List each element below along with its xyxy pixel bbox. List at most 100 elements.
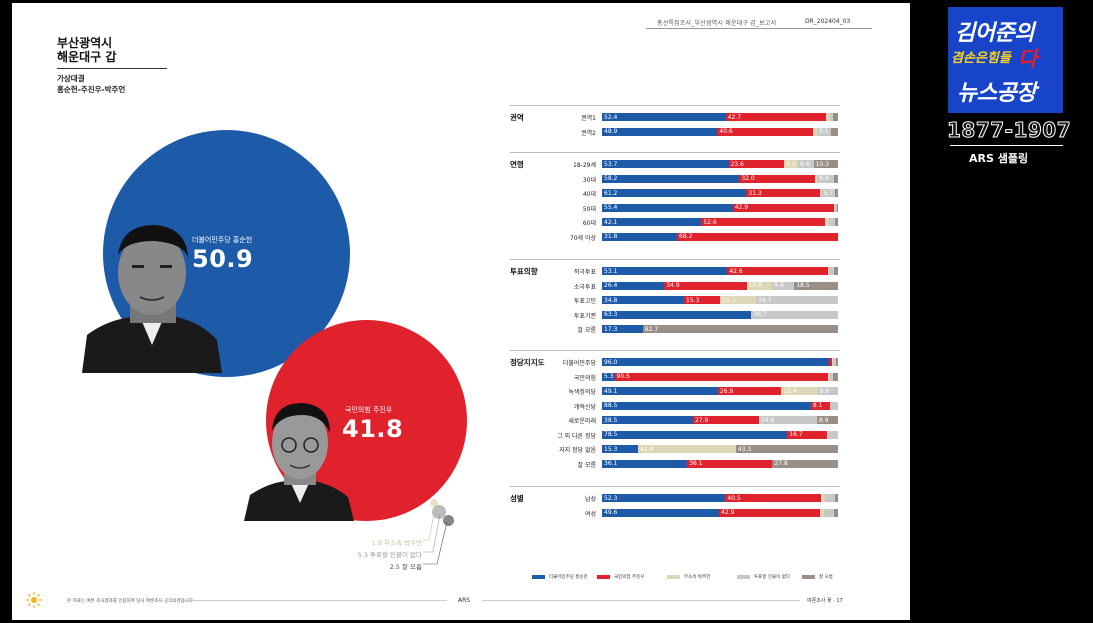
ars-phone-sub: ARS 샘플링: [969, 152, 1029, 165]
row-label: 개혁신당: [573, 403, 596, 411]
bar-segment: [829, 372, 834, 381]
bar-row: 36.1 36.1 27.8: [602, 459, 838, 468]
bar-segment: 17.3: [602, 325, 643, 333]
bar-row: 26.4 34.9 10.8 9.4 18.5: [602, 281, 838, 290]
legend-label: 잘 모름: [819, 575, 833, 580]
bar-segment: 36.1: [687, 459, 773, 468]
bar-segment: 24.6: [758, 416, 817, 424]
bar-segment: [820, 508, 825, 517]
footer-note: 본 자료는 여론 조사결과를 인용하여 당사 여론조사 공식의견입니다: [67, 599, 193, 604]
bar-segment: 5.3: [602, 372, 615, 381]
segment-value: 52.6: [703, 218, 717, 226]
segment-value: 23.6: [730, 160, 744, 168]
bar-segment: [828, 372, 830, 381]
bar-segment: 15.3: [602, 445, 639, 453]
bar-segment: 42.9: [719, 508, 821, 517]
bar-segment: [813, 127, 817, 136]
legend-item: 잘 모름: [802, 574, 833, 580]
legend-item: 국민의힘 주진우: [597, 574, 644, 580]
bar-segment: 88.5: [602, 401, 811, 410]
bar-row: 53.7 23.6 5.9 6.6 10.3: [602, 160, 838, 168]
group-rule: [510, 259, 840, 260]
bar-segment: 41.4: [638, 445, 736, 453]
legend-item: 투표할 인물이 없다: [737, 574, 790, 580]
row-label: 50대: [582, 205, 596, 213]
segment-value: 52.3: [604, 494, 618, 502]
segment-value: 82.7: [644, 325, 659, 333]
bar-segment: 96.0: [602, 358, 829, 366]
row-label: 투표고민: [573, 298, 596, 305]
bar-segment: 8.1: [810, 401, 830, 410]
segment-value: 27.8: [774, 460, 788, 467]
bar-row: 96.0: [602, 358, 838, 366]
bar-segment: 82.7: [642, 325, 838, 333]
bar-segment: 34.9: [664, 281, 747, 290]
row-label: 적극투표: [573, 269, 596, 276]
ars-phone-number: 1877-1907: [946, 118, 1072, 143]
bar-segment: [826, 430, 838, 439]
segment-value: 43.3: [737, 445, 752, 453]
row-label: 70세 이상: [569, 234, 596, 242]
segment-value: 31.3: [748, 189, 762, 197]
segment-value: 34.7: [758, 296, 772, 304]
bar-segment: [829, 267, 835, 275]
bar-segment: [834, 203, 838, 212]
row-label: 국민의힘: [573, 374, 596, 382]
segment-value: 26.9: [719, 387, 734, 395]
segment-value: 53.1: [604, 267, 618, 275]
candidate-b-photo: [244, 391, 354, 521]
bar-row: 34.8 15.3 15.3 34.7: [602, 296, 838, 304]
bar-segment: [820, 189, 822, 197]
bar-segment: [825, 218, 830, 226]
segment-value: 10.3: [815, 160, 830, 168]
row-label: 그 외 다른 정당: [557, 432, 596, 440]
segment-value: 15.3: [686, 296, 700, 304]
matchup-line2: 홍순헌-주진우-박주언: [57, 85, 126, 94]
bar-segment: [827, 267, 830, 275]
segment-value: 24.6: [760, 416, 775, 424]
footer-rule-right: [482, 600, 800, 601]
bar-row: 88.5 8.1: [602, 401, 838, 410]
group-rule: [510, 105, 840, 106]
bar-segment: [821, 494, 825, 502]
bar-row: 48.9 40.6 6.1: [602, 127, 838, 136]
bar-segment: [830, 113, 833, 121]
report-code: DR_202404_03: [805, 18, 851, 25]
segment-value: 34.8: [604, 296, 618, 304]
segment-value: 55.4: [604, 204, 618, 211]
segment-value: 40.6: [719, 128, 733, 135]
legend-label: 무소속 박주언: [684, 575, 711, 580]
bar-row: 49.6 42.9: [602, 508, 838, 517]
bar-row: 78.5 16.7: [602, 430, 838, 439]
bar-segment: 6.9: [817, 174, 834, 183]
sun-logo-icon: [25, 591, 43, 609]
row-label: 18-29세: [573, 162, 596, 169]
bar-row: 38.5 27.9 24.6 8.9: [602, 416, 838, 424]
bar-segment: 61.2: [602, 189, 747, 197]
bar-segment: [833, 508, 838, 517]
bar-segment: 78.5: [602, 430, 788, 439]
bar-segment: 49.1: [602, 387, 718, 395]
bar-segment: 43.3: [735, 445, 838, 453]
bar-row: 5.3 90.5: [602, 372, 838, 381]
leader-lines: [423, 508, 448, 565]
segment-value: 8.1: [812, 402, 823, 409]
report-header: 총선특집조사_부산광역시 해운대구 갑_보고서: [657, 20, 777, 27]
segment-value: 6.1: [818, 128, 829, 135]
bar-row: 52.4 42.7: [602, 113, 838, 121]
bar-segment: 68.2: [677, 232, 838, 241]
legend-swatch: [667, 575, 680, 579]
segment-value: 88.5: [604, 402, 618, 409]
bar-row: 15.3 41.4 43.3: [602, 445, 838, 453]
bar-segment: 15.3: [720, 296, 757, 304]
row-label: 더불어민주당: [562, 360, 596, 367]
bar-segment: [828, 358, 833, 366]
segment-value: 42.1: [604, 218, 618, 226]
bar-row: 31.8 68.2: [602, 232, 838, 241]
row-label: 소극투표: [573, 283, 596, 291]
segment-value: 18.5: [796, 282, 810, 289]
segment-value: 58.2: [604, 175, 618, 182]
group-label: 정당지지도: [510, 358, 545, 367]
segment-value: 78.5: [604, 431, 618, 438]
